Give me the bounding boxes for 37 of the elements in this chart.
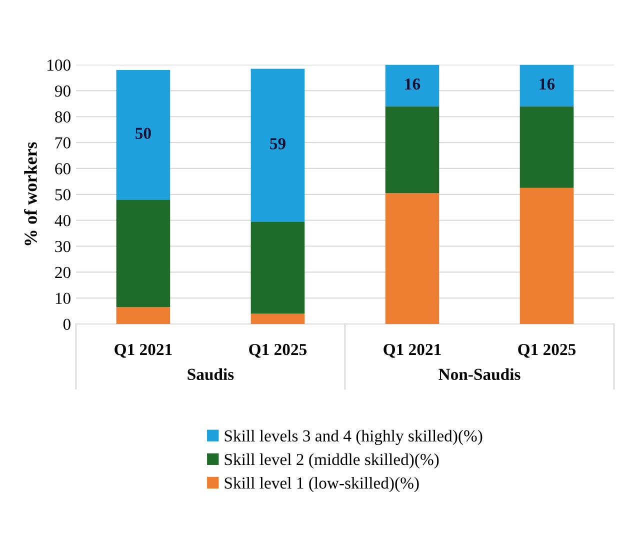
- legend-label: Skill level 2 (middle skilled)(%): [224, 453, 439, 469]
- bar: [385, 64, 440, 106]
- data-label: 16: [405, 78, 420, 90]
- data-label: 59: [270, 138, 286, 150]
- bar: [116, 307, 170, 324]
- y-tick-label: 50: [55, 189, 70, 200]
- x-tick-label: Q1 2025: [518, 344, 576, 358]
- y-tick-label: 20: [55, 266, 70, 278]
- bar: [520, 106, 574, 188]
- y-tick-label: 0: [63, 318, 70, 330]
- bar: [520, 188, 574, 324]
- bar: [250, 314, 305, 324]
- y-axis-title: % of workers: [24, 142, 37, 246]
- data-label: 50: [136, 128, 151, 139]
- y-tick-label: 100: [48, 60, 70, 71]
- y-tick-label: 90: [54, 85, 70, 97]
- bar: [520, 64, 574, 106]
- y-tick-label: 70: [56, 137, 70, 149]
- data-label: 16: [540, 78, 555, 90]
- text: Saudis: [188, 368, 234, 380]
- y-tick-label: 60: [55, 163, 70, 174]
- legend-label: Skill level 1 (low-skilled)(%): [224, 476, 419, 492]
- y-tick-label: 40: [54, 215, 70, 226]
- y-tick-label: 80: [55, 111, 70, 123]
- x-tick-label: Q1 2021: [384, 344, 441, 358]
- y-tick-label: 30: [55, 240, 70, 252]
- y-tick-label: 10: [56, 292, 70, 304]
- bar: [116, 200, 170, 308]
- legend-label: Skill levels 3 and 4 (highly skilled)(%): [224, 430, 482, 445]
- bar: [250, 68, 305, 222]
- bar: [385, 106, 440, 194]
- bar: [385, 193, 440, 324]
- bar: [116, 70, 170, 200]
- x-tick-label: Q1 2021: [114, 344, 172, 358]
- text: Non-Saudis: [438, 368, 520, 380]
- bar: [250, 222, 305, 314]
- x-tick-label: Q1 2025: [249, 344, 307, 358]
